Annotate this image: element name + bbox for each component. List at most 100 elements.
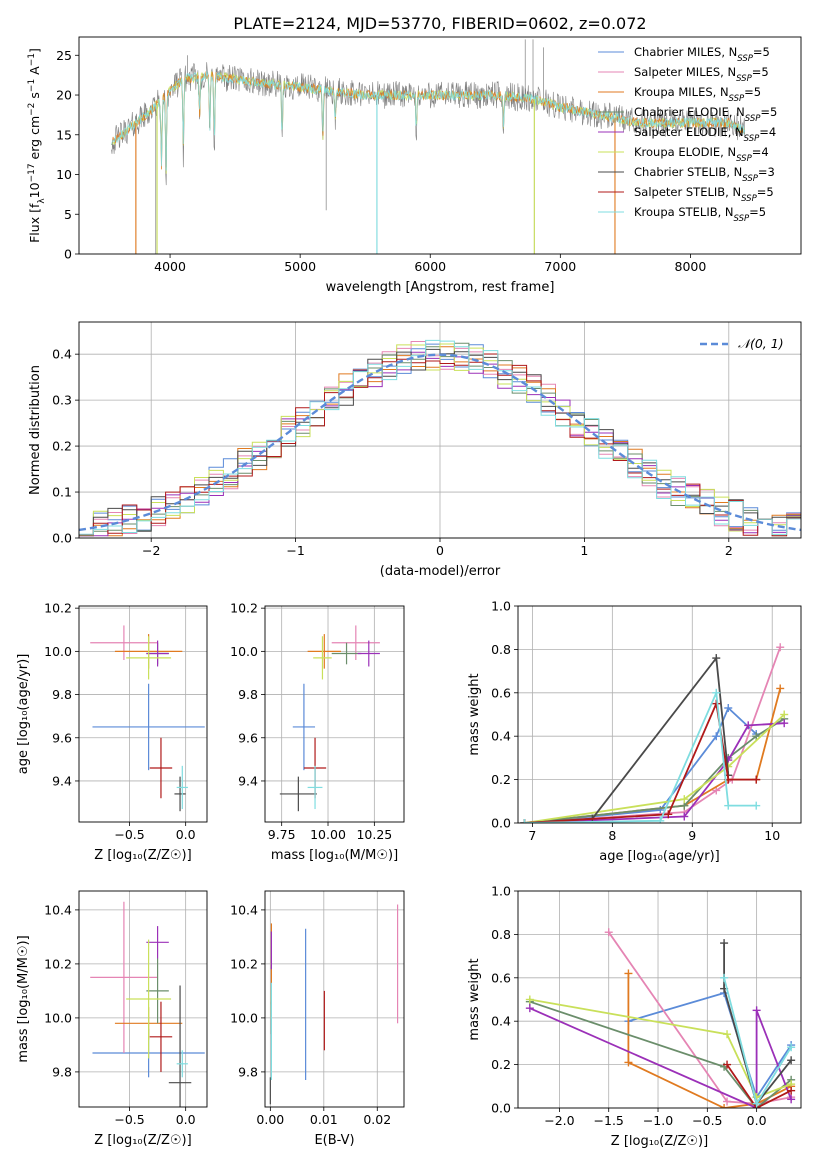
axes-frame (78, 890, 208, 1108)
weight-line-chabrier-stelib (723, 943, 792, 1106)
y-tick-label: 0.6 (491, 970, 511, 985)
weight-point-kroupa-miles (720, 1104, 729, 1108)
weight-line-kroupa-elodie (529, 998, 792, 1099)
panel-age_vs_Z: −0.5 0.0 9.4 9.6 9.8 10.0 10.2 Z [log₁₀(Z/Z☉)] a… (16, 601, 208, 863)
weight-point-kroupa-stelib (787, 1043, 796, 1052)
y-tick-label: 9.4 (52, 773, 72, 788)
weight-point-kroupa-elodie (780, 710, 789, 719)
x-tick-label: 8 (608, 828, 616, 843)
weight-point-salpeter-elodie (787, 1095, 796, 1104)
weight-point-salpeter-stelib (752, 775, 761, 784)
weight-point-kroupa-elodie (525, 995, 534, 1004)
plot-area (90, 901, 205, 1107)
y-tick-label: 0.8 (491, 642, 511, 657)
spectrum-model-line (111, 71, 745, 171)
weight-point-kroupa-elodie (723, 1030, 732, 1039)
legend-label-suffix: =5 (760, 105, 777, 119)
plot-area (525, 928, 796, 1108)
legend-label-prefix: Chabrier ELODIE, N (634, 105, 745, 119)
weight-line-chabrier-elodie (524, 718, 785, 823)
y-tick-label: 9.8 (238, 687, 258, 702)
weight-point-chabrier-elodie (752, 732, 761, 741)
errorbar-salpeter-stelib (149, 1001, 173, 1072)
panel-mass_weight_vs_age: 7 8 9 10 0.0 0.2 0.4 0.6 0.8 1.0 age [log₁₀(age/yr… (467, 599, 802, 864)
legend-label-kroupa-miles: Kroupa MILES, NSSP=5 (634, 85, 761, 104)
y-tick-label: 20 (56, 88, 72, 103)
x-tick-label: 9 (688, 828, 696, 843)
weight-point-salpeter-miles (723, 1097, 732, 1106)
y-axis-label: mass weight (467, 673, 482, 755)
y-tick-label: 0.8 (491, 927, 511, 942)
x-tick-label: −2 (142, 543, 160, 558)
y-tick-label: 0.4 (52, 347, 72, 362)
y-axis-label-part: 10 (27, 182, 42, 198)
legend-label-chabrier-elodie: Chabrier ELODIE, NSSP=5 (634, 105, 777, 124)
x-axis-label: age [log₁₀(age/yr)] (599, 849, 720, 864)
legend-label-chabrier-miles: Chabrier MILES, NSSP=5 (634, 45, 770, 64)
x-axis-label: Z [log₁₀(Z/Z☉)] (94, 1133, 191, 1148)
x-tick-label: 9.75 (268, 827, 296, 842)
weight-point-salpeter-elodie (680, 812, 689, 821)
spectrum-data-line (111, 62, 746, 186)
legend-label-prefix: Salpeter MILES, N (634, 65, 736, 79)
histogram-salpeter-elodie (79, 351, 801, 537)
weight-point-chabrier-stelib (712, 654, 721, 663)
panel-mass_vs_Z: −0.5 0.0 9.8 10.0 10.2 10.4 Z [log₁₀(Z/Z☉)] mas… (16, 890, 208, 1148)
y-tick-label: 10.2 (230, 601, 258, 616)
legend-label-sub: SSP (736, 154, 752, 164)
legend-label-sub: SSP (737, 54, 753, 64)
legend-label-prefix: Kroupa MILES, N (634, 85, 729, 99)
y-tick-label: 0.2 (491, 772, 511, 787)
y-tick-label: 10.0 (44, 1010, 72, 1025)
weight-point-salpeter-elodie (744, 721, 753, 730)
y-axis-label: mass [log₁₀(M/M☉)] (16, 935, 31, 1062)
y-tick-label: 0.0 (491, 1101, 511, 1116)
x-tick-label: 5000 (284, 259, 316, 274)
legend-label-sub: SSP (744, 134, 760, 144)
x-tick-label: 10.25 (356, 827, 392, 842)
histogram-chabrier-stelib (79, 348, 801, 536)
figure-title: PLATE=2124, MJD=53770, FIBERID=0602, z=0… (233, 14, 646, 33)
y-tick-label: 0 (64, 247, 72, 262)
weight-point-salpeter-elodie (780, 719, 789, 728)
y-tick-label: 25 (56, 48, 72, 63)
legend-label-salpeter-miles: Salpeter MILES, NSSP=5 (634, 65, 769, 84)
y-tick-label: 10.4 (44, 902, 72, 917)
x-axis-label: Z [log₁₀(Z/Z☉)] (94, 848, 191, 863)
histogram-salpeter-stelib (79, 353, 801, 537)
y-tick-label: 10.2 (230, 956, 258, 971)
x-axis-label: wavelength [Angstrom, rest frame] (326, 280, 555, 295)
plot-area (520, 643, 789, 823)
legend-label-chabrier-stelib: Chabrier STELIB, NSSP=3 (634, 165, 775, 184)
x-tick-label: 0.0 (176, 1112, 196, 1127)
weight-line-salpeter-stelib (726, 1064, 792, 1108)
normal-reference-curve (79, 353, 801, 532)
y-axis-label-part: A (27, 66, 42, 79)
weight-point-kroupa-stelib (720, 973, 729, 982)
legend-label-normal: 𝒩(0, 1) (738, 336, 784, 351)
axes-frame (78, 605, 208, 823)
x-tick-label: −0.5 (114, 827, 144, 842)
axes-frame (517, 890, 802, 1109)
y-tick-label: 0.0 (491, 816, 511, 831)
plot-area (279, 625, 380, 812)
y-tick-label: 9.6 (238, 730, 258, 745)
y-tick-label: 1.0 (491, 884, 511, 899)
weight-point-kroupa-miles (624, 969, 633, 978)
y-tick-label: 9.8 (238, 1064, 258, 1079)
x-tick-label: 0.02 (363, 1112, 391, 1127)
x-tick-label: 0.00 (256, 1112, 284, 1127)
legend-label-suffix: =5 (757, 185, 774, 199)
legend-label-sub: SSP (736, 74, 752, 84)
plot-area (79, 339, 801, 537)
histogram-kroupa-stelib (79, 339, 801, 535)
x-tick-label: 2 (725, 543, 733, 558)
weight-point-salpeter-miles (604, 928, 613, 937)
weight-point-salpeter-elodie (525, 1004, 534, 1013)
axes-frame (78, 321, 802, 539)
legend-label-sub: SSP (729, 94, 745, 104)
x-tick-label: −0.5 (114, 1112, 144, 1127)
errorbar-salpeter-elodie (146, 640, 169, 667)
errorbar-salpeter-miles (90, 625, 158, 660)
